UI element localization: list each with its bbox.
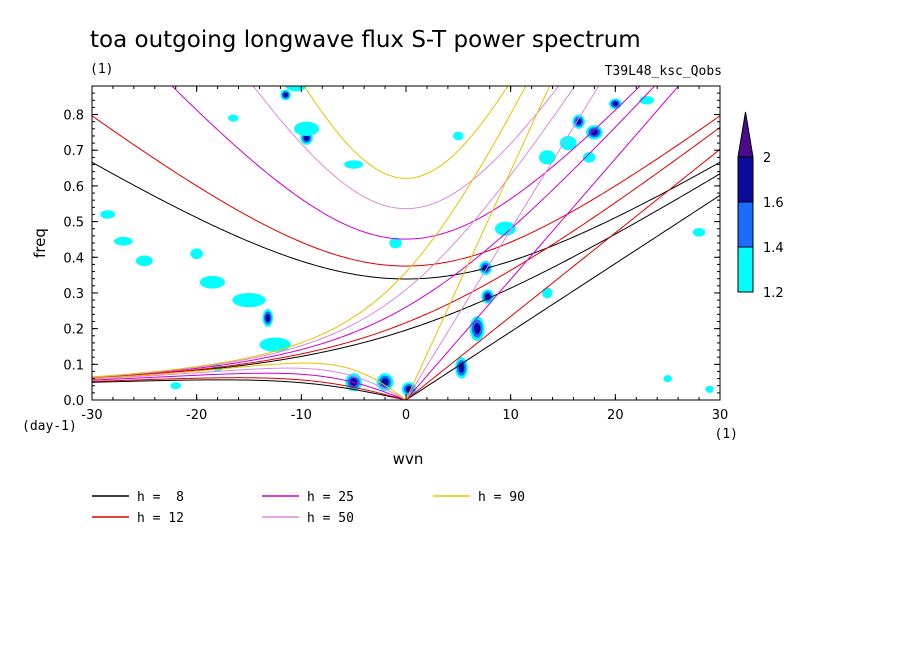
power-contour-level-1	[232, 292, 266, 308]
chart-subtitle-left: (1)	[90, 62, 113, 77]
colorbar-band	[737, 156, 754, 203]
rossby-curve	[92, 379, 407, 400]
y-tick-label: 0.3	[63, 287, 84, 302]
inertio-gravity-curve	[171, 86, 641, 240]
inertio-gravity-curve	[92, 161, 720, 280]
legend-label: h = 25	[307, 490, 354, 505]
chart-subtitle-right: T39L48_ksc_Qobs	[605, 64, 722, 79]
rossby-curve	[92, 372, 407, 400]
power-contour-level-1	[259, 337, 291, 352]
x-axis-label: wvn	[393, 450, 424, 468]
dispersion-curves	[92, 86, 720, 400]
y-axis-label: freq	[31, 228, 49, 258]
power-contour-level-1	[344, 160, 364, 169]
power-contour-level-1	[582, 152, 596, 163]
rossby-curve	[92, 362, 407, 400]
kelvin-curve	[405, 194, 720, 400]
colorbar-label: 1.2	[763, 286, 784, 301]
colorbar-label: 2	[763, 151, 771, 166]
power-contour-level-1	[135, 255, 153, 267]
colorbar-band	[737, 201, 754, 248]
kelvin-curve	[405, 86, 680, 400]
kelvin-curve	[405, 148, 720, 400]
x-unit-label: (1)	[715, 427, 738, 442]
y-tick-label: 0.5	[63, 216, 84, 231]
plot-area	[92, 86, 720, 400]
power-contour-level-1	[100, 210, 116, 219]
y-tick-label: 0.1	[63, 358, 84, 373]
legend-label: h = 12	[137, 511, 184, 526]
power-contour-level-1	[494, 221, 516, 236]
colorbar-label: 1.4	[763, 241, 784, 256]
rossby-curve	[92, 377, 407, 400]
mrg-curve	[92, 86, 576, 378]
kelvin-curve	[405, 86, 600, 400]
inertio-gravity-curve	[303, 86, 509, 179]
x-tick-label: -10	[291, 408, 312, 423]
inertio-gravity-curve	[252, 86, 560, 210]
legend-label: h = 50	[307, 511, 354, 526]
power-contour-level-1	[170, 382, 181, 390]
power-contour-level-1	[538, 150, 556, 165]
y-tick-label: 0.0	[63, 394, 84, 409]
power-contour-level-3	[283, 92, 288, 98]
power-contour-level-1	[705, 385, 714, 393]
x-tick-label: 20	[607, 408, 624, 423]
power-contour-level-1	[453, 131, 464, 141]
power-contour-level-1	[190, 248, 203, 260]
power-contour-level-1	[199, 275, 225, 289]
colorbar: 1.2 1.4 1.6 2	[737, 111, 784, 301]
rossby-curve	[92, 367, 407, 400]
mrg-curve	[92, 86, 656, 379]
power-contour-level-3	[265, 314, 271, 322]
y-axis: 0.0 0.1 0.2 0.3 0.4 0.5 0.6 0.7 0.8	[63, 85, 720, 409]
power-contour-level-3	[303, 134, 310, 141]
power-contour-level-3	[473, 323, 481, 335]
inertio-gravity-curve	[92, 115, 720, 267]
y-unit-label: (day-1)	[22, 419, 77, 434]
power-contour-level-1	[692, 228, 706, 237]
y-tick-label: 0.8	[63, 109, 84, 124]
x-axis: -30 -20 -10 0 10 20 30	[81, 86, 728, 423]
y-tick-label: 0.6	[63, 180, 84, 195]
legend-label: h = 8	[137, 490, 184, 505]
power-contour-level-1	[542, 287, 553, 299]
power-contour-level-1	[113, 236, 133, 246]
power-contour-level-1	[294, 121, 320, 136]
mrg-curve	[92, 86, 527, 378]
legend: h = 8 h = 12 h = 25 h = 50 h = 90	[92, 490, 525, 526]
legend-label: h = 90	[478, 490, 525, 505]
power-contour-level-1	[663, 375, 672, 383]
power-contour-level-1	[389, 237, 402, 249]
x-tick-label: 0	[402, 408, 410, 423]
mrg-curve	[92, 126, 720, 379]
x-tick-label: 30	[712, 408, 729, 423]
y-tick-label: 0.4	[63, 251, 84, 266]
power-contour-level-1	[228, 114, 239, 122]
power-contour-level-1	[559, 135, 577, 151]
colorbar-label: 1.6	[763, 196, 784, 211]
y-tick-label: 0.7	[63, 144, 84, 159]
x-tick-label: -20	[186, 408, 207, 423]
kelvin-curve	[405, 86, 551, 400]
y-tick-label: 0.2	[63, 323, 84, 338]
power-contour-level-3	[458, 363, 465, 373]
chart-title: toa outgoing longwave flux S-T power spe…	[90, 27, 641, 53]
power-contour-level-3	[612, 101, 619, 107]
power-contour-level-3	[405, 386, 413, 393]
colorbar-band	[737, 246, 754, 293]
x-tick-label: -30	[81, 408, 102, 423]
colorbar-top-triangle	[737, 111, 754, 158]
x-tick-label: 10	[502, 408, 519, 423]
